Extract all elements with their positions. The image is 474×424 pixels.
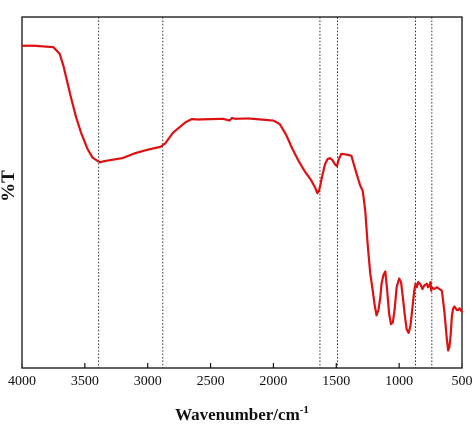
x-tick-label-2500: 2500 xyxy=(197,374,225,389)
x-ticks xyxy=(21,363,463,368)
x-axis-title-text: Wavenumber/cm xyxy=(175,405,300,424)
x-tick-label-3000: 3000 xyxy=(134,374,162,389)
x-tick-label-500: 500 xyxy=(452,374,473,389)
x-tick-label-2000: 2000 xyxy=(259,374,287,389)
x-tick-label-4000: 4000 xyxy=(8,374,36,389)
x-tick-label-1000: 1000 xyxy=(385,374,413,389)
x-tick-labels: 4000 3500 3000 2500 2000 1500 1000 500 xyxy=(8,374,473,389)
x-tick-label-1500: 1500 xyxy=(322,374,350,389)
x-axis-title-superscript: -1 xyxy=(300,404,309,416)
x-axis-title: Wavenumber/cm-1 xyxy=(175,404,309,424)
series-line xyxy=(20,44,464,352)
y-axis-title: %T xyxy=(0,170,19,202)
x-tick-label-3500: 3500 xyxy=(71,374,99,389)
reference-lines xyxy=(98,17,433,368)
plot-frame xyxy=(21,16,463,369)
